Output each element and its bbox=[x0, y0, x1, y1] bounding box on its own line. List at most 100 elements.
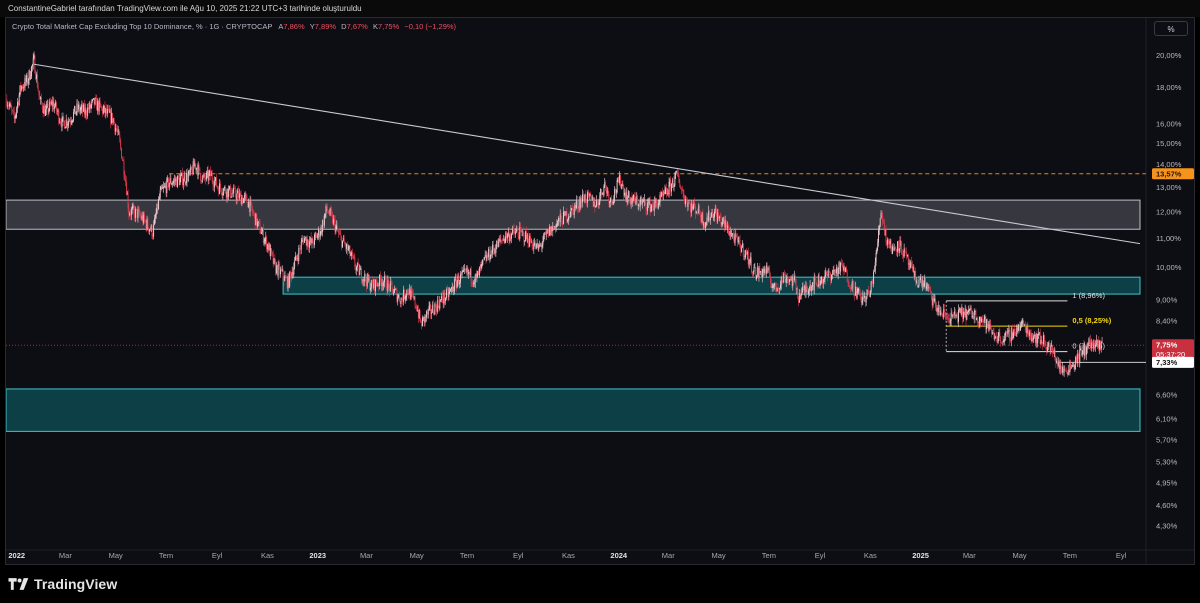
candle-body bbox=[852, 281, 854, 284]
candle-body bbox=[666, 188, 668, 194]
candle-body bbox=[362, 279, 364, 283]
candle-body bbox=[325, 206, 327, 214]
candle-body bbox=[697, 212, 699, 214]
candle-body bbox=[1069, 363, 1071, 373]
candle-body bbox=[1010, 340, 1011, 342]
candle-body bbox=[560, 214, 562, 218]
candle-body bbox=[296, 258, 298, 260]
candle-body bbox=[31, 66, 33, 77]
dominance-chart[interactable]: 1 (8,96%)0,5 (8,25%)0 (7,59%)20,00%18,00… bbox=[6, 18, 1194, 564]
candle-body bbox=[990, 324, 992, 330]
candle-body bbox=[146, 219, 148, 229]
candle-body bbox=[664, 189, 666, 194]
candle-body bbox=[439, 300, 441, 309]
candle-body bbox=[744, 254, 746, 257]
candle-body bbox=[327, 208, 329, 212]
candle-body bbox=[708, 211, 710, 221]
candle-body bbox=[616, 180, 618, 193]
candle-body bbox=[834, 270, 836, 272]
candle-body bbox=[114, 122, 116, 132]
candle-body bbox=[82, 105, 84, 112]
candle-body bbox=[843, 266, 845, 271]
candle-body bbox=[751, 271, 753, 273]
candle-body bbox=[144, 220, 146, 222]
candle-body bbox=[125, 179, 127, 182]
candle-body bbox=[18, 94, 20, 106]
candle-body bbox=[332, 213, 334, 224]
candle-body bbox=[610, 198, 612, 202]
candle-body bbox=[192, 161, 194, 175]
candle-body bbox=[404, 297, 406, 300]
candle-body bbox=[109, 110, 111, 113]
candle-body bbox=[725, 220, 727, 228]
candle-body bbox=[1045, 344, 1047, 350]
candle-body bbox=[1018, 324, 1020, 327]
candle-body bbox=[215, 177, 217, 187]
candle-body bbox=[493, 249, 495, 251]
candle-body bbox=[530, 235, 531, 243]
candle-body bbox=[594, 201, 596, 208]
candle-body bbox=[940, 310, 942, 314]
candle-body bbox=[844, 266, 846, 273]
candle-body bbox=[527, 234, 529, 244]
candle-body bbox=[1044, 343, 1046, 345]
candle-body bbox=[255, 213, 257, 226]
candle-body bbox=[588, 192, 590, 197]
candle-body bbox=[839, 262, 841, 272]
candle-body bbox=[979, 316, 981, 322]
candle-body bbox=[502, 239, 504, 241]
candle-body bbox=[760, 271, 762, 273]
candle-body bbox=[372, 283, 374, 288]
candle-body bbox=[812, 282, 814, 291]
candle-body bbox=[219, 183, 221, 189]
candle-body bbox=[370, 287, 371, 291]
candle-body bbox=[232, 192, 234, 194]
candle-body bbox=[123, 160, 125, 175]
candle-body bbox=[389, 284, 390, 292]
candle-body bbox=[274, 258, 276, 263]
candle-body bbox=[1076, 357, 1077, 362]
candle-body bbox=[773, 285, 775, 287]
candle-body bbox=[384, 276, 385, 283]
candle-body bbox=[183, 175, 185, 182]
candle-body bbox=[586, 201, 588, 203]
percent-scale-button[interactable]: % bbox=[1154, 21, 1188, 36]
candle-body bbox=[875, 252, 877, 262]
candle-body bbox=[757, 267, 759, 278]
candle-body bbox=[313, 243, 315, 245]
candle-body bbox=[782, 281, 784, 283]
candle-body bbox=[1009, 329, 1011, 341]
candle-body bbox=[673, 185, 675, 187]
candle-body bbox=[602, 192, 604, 196]
candle-body bbox=[934, 298, 936, 302]
candle-body bbox=[1020, 323, 1022, 327]
candle-body bbox=[849, 286, 851, 288]
candle-body bbox=[768, 268, 770, 270]
candle-body bbox=[454, 279, 456, 291]
candle-body bbox=[825, 271, 827, 276]
candle-body bbox=[179, 178, 181, 186]
x-tick-label: 2024 bbox=[610, 551, 628, 560]
candle-body bbox=[55, 102, 57, 111]
candle-body bbox=[409, 288, 411, 300]
candle-body bbox=[333, 218, 335, 220]
candle-body bbox=[635, 196, 637, 205]
candle-body bbox=[339, 233, 341, 235]
candle-body bbox=[553, 226, 555, 228]
candle-body bbox=[113, 118, 115, 123]
candle-body bbox=[473, 283, 475, 285]
chart-panel[interactable]: Crypto Total Market Cap Excluding Top 10… bbox=[5, 17, 1195, 565]
candle-body bbox=[706, 217, 708, 223]
candle-body bbox=[1084, 345, 1086, 356]
candle-body bbox=[99, 100, 101, 104]
candle-body bbox=[670, 181, 672, 192]
candle-body bbox=[656, 199, 658, 204]
candle-body bbox=[447, 289, 449, 297]
candle-body bbox=[275, 262, 277, 274]
y-tick-label: 20,00% bbox=[1156, 51, 1182, 60]
x-tick-label: Eyl bbox=[815, 551, 826, 560]
candle-body bbox=[513, 229, 515, 233]
candle-body bbox=[1041, 340, 1043, 343]
candle-body bbox=[709, 211, 710, 221]
candle-body bbox=[648, 202, 649, 204]
